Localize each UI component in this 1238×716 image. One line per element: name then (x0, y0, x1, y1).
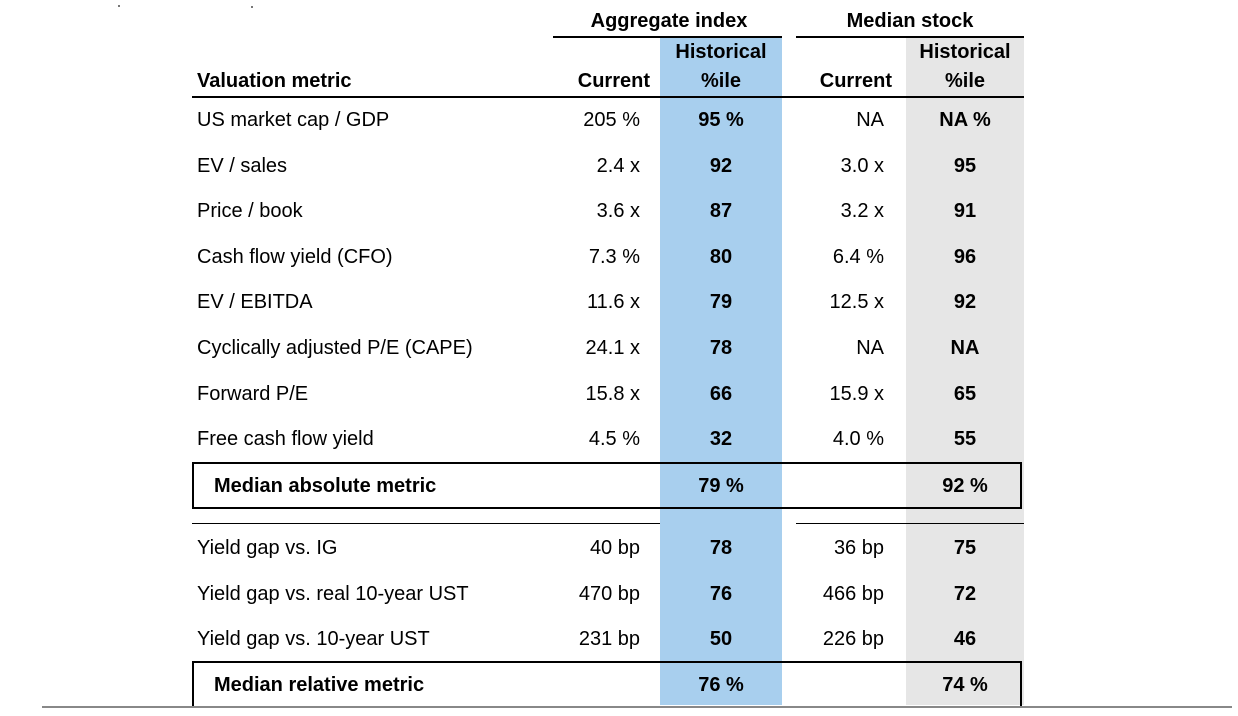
median-percentile-band (906, 37, 1024, 705)
agg-current-cell: 40 bp (589, 537, 640, 559)
med-percentile-cell: 46 (953, 628, 977, 650)
med-current-cell: NA (856, 337, 884, 359)
med-current-cell: NA (856, 109, 884, 131)
med-percentile-cell: 72 (953, 582, 977, 605)
agg-percentile-cell: 32 (709, 428, 733, 451)
med-percentile-cell: 91 (953, 200, 977, 223)
agg-percentile-cell: 76 (709, 582, 733, 605)
med-percentile-cell: NA (950, 337, 980, 359)
med-percentile-cell: 92 (953, 291, 977, 314)
absolute-summary-box (192, 462, 1022, 509)
group-underline-median (796, 36, 1024, 38)
absolute-summary-row: Median absolute metric 79 % 92 % (0, 471, 1238, 501)
aggregate-percentile-band (660, 37, 782, 705)
agg-current-cell: 2.4 x (596, 154, 640, 177)
section-rule-left (192, 523, 660, 524)
metric-cell: US market cap / GDP (197, 109, 390, 131)
scan-speck (118, 5, 120, 7)
agg-percentile-cell: 50 (709, 628, 733, 650)
med-current-cell: 36 bp (833, 537, 884, 559)
med-current-cell: 466 bp (822, 582, 884, 605)
table-row: Cash flow yield (CFO) 7.3 % 80 6.4 % 96 (0, 242, 1238, 272)
metric-cell: Yield gap vs. IG (197, 537, 338, 559)
med-percentile-cell: 75 (953, 537, 977, 559)
med-current-cell: 4.0 % (832, 428, 884, 451)
med-percentile-cell: NA % (939, 109, 991, 131)
table-row: EV / sales 2.4 x 92 3.0 x 95 (0, 151, 1238, 181)
section-rule-right (796, 523, 1024, 524)
col-header-metric: Valuation metric (197, 70, 352, 92)
med-current-cell: 3.0 x (840, 154, 884, 177)
agg-percentile-cell: 80 (709, 245, 733, 268)
table-row: EV / EBITDA 11.6 x 79 12.5 x 92 (0, 287, 1238, 317)
group-header-aggregate: Aggregate index (590, 10, 748, 32)
agg-percentile-cell: 78 (709, 337, 733, 359)
med-current-cell: 12.5 x (829, 291, 884, 314)
agg-current-cell: 470 bp (578, 582, 640, 605)
relative-summary-label: Median relative metric (214, 674, 425, 696)
table-row: Yield gap vs. IG 40 bp 78 36 bp 75 (0, 533, 1238, 563)
absolute-summary-agg-pct: 79 % (698, 475, 744, 497)
agg-current-cell: 231 bp (578, 628, 640, 650)
metric-cell: Free cash flow yield (197, 428, 374, 451)
med-percentile-cell: 55 (953, 428, 977, 451)
table-row: Forward P/E 15.8 x 66 15.9 x 65 (0, 379, 1238, 409)
agg-percentile-cell: 87 (709, 200, 733, 223)
relative-summary-box (192, 661, 1022, 708)
metric-cell: Price / book (197, 200, 303, 223)
col-header-agg-pct-line2: %ile (700, 70, 742, 92)
scan-speck (251, 6, 253, 8)
agg-percentile-cell: 95 % (698, 109, 744, 131)
agg-current-cell: 11.6 x (587, 291, 640, 314)
metric-cell: Yield gap vs. 10-year UST (197, 628, 430, 650)
metric-cell: Cyclically adjusted P/E (CAPE) (197, 337, 473, 359)
med-percentile-cell: 95 (953, 154, 977, 177)
relative-summary-med-pct: 74 % (942, 674, 988, 696)
group-underline-aggregate (553, 36, 782, 38)
agg-current-cell: 15.8 x (585, 382, 640, 405)
table-row: Yield gap vs. real 10-year UST 470 bp 76 46… (0, 579, 1238, 609)
agg-percentile-cell: 78 (709, 537, 733, 559)
med-current-cell: 3.2 x (840, 200, 884, 223)
agg-current-cell: 205 % (583, 109, 640, 131)
header-rule (192, 96, 1024, 98)
relative-summary-agg-pct: 76 % (698, 674, 744, 696)
absolute-summary-label: Median absolute metric (214, 475, 437, 497)
col-header-agg-pct-line1: Historical (675, 41, 767, 63)
col-header-med-current: Current (819, 70, 892, 92)
group-header-median: Median stock (846, 10, 974, 32)
med-current-cell: 226 bp (822, 628, 884, 650)
metric-cell: Yield gap vs. real 10-year UST (197, 582, 469, 605)
med-current-cell: 6.4 % (832, 245, 884, 268)
table-row: Free cash flow yield 4.5 % 32 4.0 % 55 (0, 424, 1238, 454)
agg-current-cell: 7.3 % (588, 245, 640, 268)
metric-cell: EV / sales (197, 154, 288, 177)
relative-summary-row: Median relative metric 76 % 74 % (0, 670, 1238, 700)
col-header-med-pct-line1: Historical (919, 41, 1011, 63)
med-percentile-cell: 65 (953, 382, 977, 405)
absolute-summary-med-pct: 92 % (942, 475, 988, 497)
table-row: US market cap / GDP 205 % 95 % NA NA % (0, 105, 1238, 135)
table-row: Price / book 3.6 x 87 3.2 x 91 (0, 196, 1238, 226)
agg-current-cell: 4.5 % (588, 428, 640, 451)
med-current-cell: 15.9 x (829, 382, 884, 405)
col-header-agg-current: Current (577, 70, 650, 92)
metric-cell: EV / EBITDA (197, 291, 313, 314)
agg-current-cell: 24.1 x (585, 337, 640, 359)
agg-current-cell: 3.6 x (596, 200, 640, 223)
table-row: Yield gap vs. 10-year UST 231 bp 50 226 bp 4… (0, 624, 1238, 654)
agg-percentile-cell: 92 (709, 154, 733, 177)
agg-percentile-cell: 66 (709, 382, 733, 405)
table-row: Cyclically adjusted P/E (CAPE) 24.1 x 78 NA… (0, 333, 1238, 363)
agg-percentile-cell: 79 (709, 291, 733, 314)
med-percentile-cell: 96 (953, 245, 977, 268)
metric-cell: Forward P/E (197, 382, 309, 405)
page-bottom-rule (42, 706, 1232, 708)
col-header-med-pct-line2: %ile (944, 70, 986, 92)
metric-cell: Cash flow yield (CFO) (197, 245, 393, 268)
